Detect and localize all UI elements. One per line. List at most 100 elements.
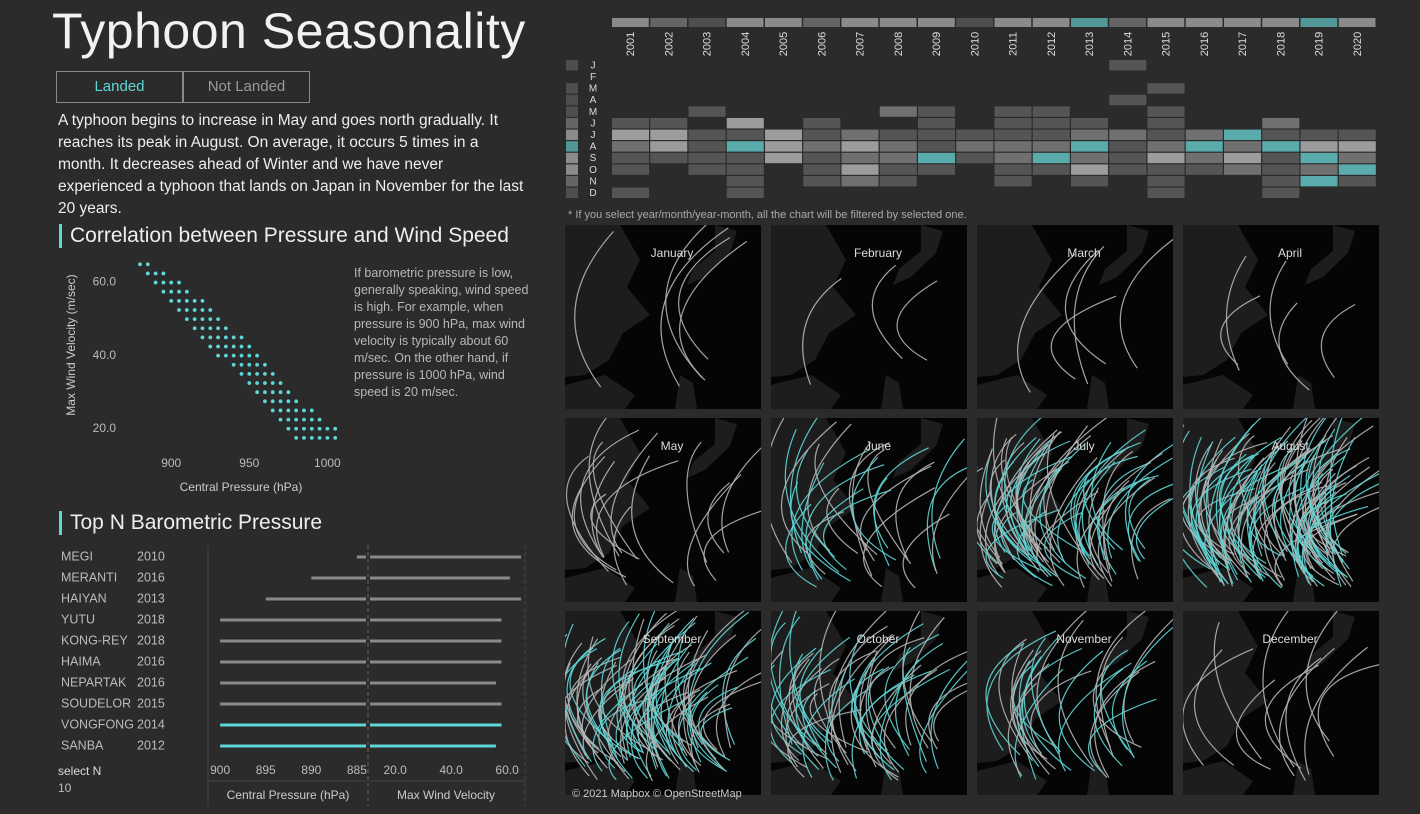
heatmap-cell: [1262, 141, 1300, 152]
typhoon-track: [631, 455, 674, 584]
scatter-point: [216, 344, 220, 349]
typhoon-track: [1023, 435, 1092, 556]
heatmap-cell: [956, 141, 994, 152]
y-tick-label: 20.0: [93, 421, 117, 435]
typhoon-track: [619, 663, 660, 745]
land: [771, 761, 841, 795]
year-label: 2013: [1084, 32, 1096, 56]
land: [977, 611, 1062, 763]
typhoon-track: [613, 506, 632, 586]
typhoon-track: [1285, 657, 1322, 781]
toggle-button[interactable]: Not Landed: [183, 71, 310, 103]
typhoon-track: [688, 611, 750, 763]
year-total-bar: [1185, 18, 1223, 27]
scatter-point: [223, 353, 228, 358]
year-label: 2005: [778, 32, 790, 56]
scatter-point: [278, 417, 283, 422]
scatter-point: [270, 408, 275, 413]
typhoon-track: [896, 280, 938, 361]
heatmap-cell: [879, 152, 917, 164]
year-total-bar: [803, 18, 840, 27]
heatmap-cell: [1071, 129, 1109, 140]
scatter-point: [200, 308, 205, 312]
typhoon-track: [1304, 425, 1374, 558]
typhoon-track: [687, 630, 726, 772]
scatter-point: [309, 417, 314, 422]
heatmap-cell: [1338, 129, 1376, 140]
typhoon-track: [724, 628, 761, 749]
typhoon-track: [1076, 509, 1106, 588]
typhoon-track: [994, 455, 1073, 553]
typhoon-track: [931, 477, 967, 575]
typhoon-track: [686, 441, 708, 563]
typhoon-track: [789, 418, 818, 554]
land: [565, 418, 650, 570]
heatmap-cell: [612, 118, 650, 129]
heatmap-cell: [726, 187, 764, 198]
bar: [265, 597, 366, 601]
map-month-label: December: [1262, 632, 1317, 646]
attribution: © 2021 Mapbox © OpenStreetMap: [572, 788, 742, 800]
toggle-button[interactable]: Landed: [56, 71, 183, 103]
heatmap-cell: [841, 141, 879, 152]
bar: [370, 639, 502, 643]
heatmap-cell: [1224, 152, 1262, 164]
map-month-label: April: [1278, 246, 1302, 260]
heatmap-cell: [803, 164, 841, 175]
map-month-label: May: [661, 439, 684, 453]
typhoon-track: [795, 449, 836, 558]
year-total-bar: [765, 18, 802, 27]
category-label: VONGFONG: [61, 717, 134, 731]
typhoon-track: [703, 510, 761, 581]
typhoon-track: [1273, 479, 1302, 559]
map-panel: [1183, 611, 1379, 795]
typhoon-track: [985, 448, 1032, 563]
typhoon-track: [642, 677, 681, 771]
heatmap-cell: [918, 106, 956, 117]
typhoon-track: [1317, 664, 1379, 757]
typhoon-track: [1073, 245, 1105, 385]
control-value[interactable]: 10: [58, 781, 72, 795]
typhoon-track: [867, 449, 912, 565]
month-label: J: [591, 118, 596, 129]
typhoon-track: [671, 689, 701, 768]
scatter-point: [263, 372, 267, 376]
scatter-point: [333, 435, 338, 440]
heatmap-cell: [1300, 152, 1338, 164]
land: [687, 225, 737, 285]
scatter-point: [184, 317, 189, 322]
heatmap-cell: [1300, 176, 1338, 187]
typhoon-track: [1308, 491, 1341, 576]
year-total-bar: [956, 18, 993, 27]
typhoon-track: [1289, 496, 1319, 575]
heatmap-cell: [1032, 106, 1070, 117]
year-label: 2016: [137, 570, 165, 584]
year-label: 2006: [816, 32, 828, 56]
category-label: SANBA: [61, 738, 104, 752]
typhoon-track: [879, 659, 920, 781]
typhoon-track: [1301, 473, 1379, 584]
heatmap-cell: [803, 152, 841, 164]
heatmap-cell: [1071, 152, 1109, 164]
typhoon-track: [1225, 255, 1247, 371]
month-total-bar: [566, 129, 578, 140]
scatter-point: [161, 289, 166, 294]
scatter-point: [208, 326, 213, 331]
scatter-point: [200, 298, 205, 303]
year-label: 2018: [1275, 32, 1287, 56]
typhoon-track: [873, 447, 929, 549]
scatter-point: [255, 362, 260, 367]
land: [881, 568, 903, 602]
note: * If you select year/month/year-month, a…: [568, 209, 967, 221]
annotation: If barometric pressure is low, generally…: [354, 266, 529, 399]
map-month-label: February: [854, 246, 902, 260]
typhoon-track: [865, 650, 892, 765]
typhoon-track: [608, 700, 685, 781]
heatmap-cell: [841, 152, 879, 164]
typhoon-track: [928, 682, 967, 750]
year-label: 2007: [855, 32, 867, 56]
land: [675, 568, 697, 602]
heatmap-cell: [1224, 141, 1262, 152]
typhoon-track: [1057, 479, 1090, 564]
